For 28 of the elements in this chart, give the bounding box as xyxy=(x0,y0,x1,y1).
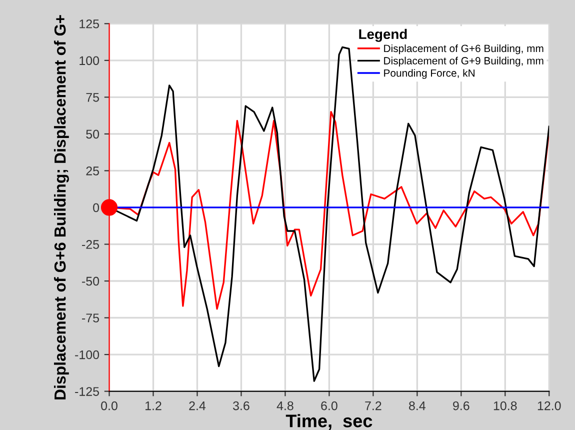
y-tick-label: 125 xyxy=(80,19,100,28)
x-tick-label: 3.6 xyxy=(233,401,250,410)
x-tick-label: 2.4 xyxy=(189,401,206,410)
x-tick-label: 9.6 xyxy=(453,401,470,410)
legend-label: Pounding Force, kN xyxy=(384,69,474,79)
x-tick-label: 4.8 xyxy=(276,401,294,410)
y-tick-label: 25 xyxy=(86,166,100,176)
y-tick-label: 0 xyxy=(93,203,100,212)
x-tick-label: 1.2 xyxy=(146,401,162,410)
x-tick-label: 0.0 xyxy=(101,401,118,410)
x-tick-label: 12.0 xyxy=(538,401,561,410)
x-tick-label: 7.2 xyxy=(365,401,382,410)
y-tick-label: -125 xyxy=(75,387,100,396)
y-tick-label: -50 xyxy=(82,276,100,286)
legend-label: Displacement of G+6 Building, mm xyxy=(384,44,544,54)
y-tick-label: 100 xyxy=(80,56,100,66)
legend-label: Displacement of G+9 Building, mm xyxy=(384,56,544,66)
y-tick-label: -75 xyxy=(82,314,100,322)
y-tick-label: -25 xyxy=(82,240,100,249)
x-axis-title: Time, sec xyxy=(286,414,372,430)
y-tick-label: -100 xyxy=(75,350,100,360)
x-tick-label: 6.0 xyxy=(321,401,338,410)
x-tick-label: 8.4 xyxy=(409,401,426,410)
x-tick-label: 10.8 xyxy=(494,401,517,410)
y-axis-title: Displacement of G+6 Building; Displacement of G+ xyxy=(54,15,69,400)
y-tick-label: 75 xyxy=(86,93,100,102)
legend-title: Legend xyxy=(359,28,407,42)
y-tick-label: 50 xyxy=(86,130,100,139)
